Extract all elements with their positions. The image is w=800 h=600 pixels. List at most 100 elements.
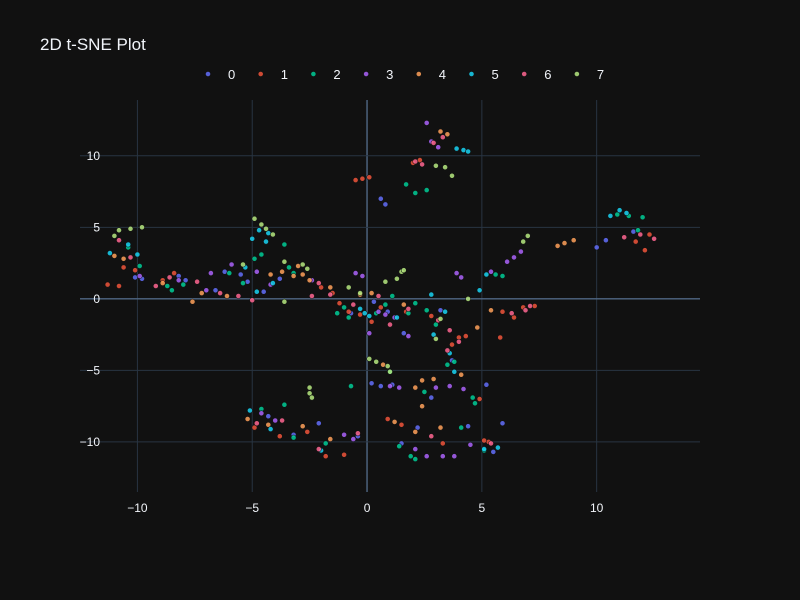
data-point: [299, 261, 306, 268]
data-point: [134, 251, 141, 258]
series-6: [116, 134, 657, 452]
data-point: [451, 453, 458, 460]
data-point: [327, 436, 334, 442]
data-point: [279, 268, 285, 275]
data-point: [253, 420, 260, 427]
data-point: [488, 440, 494, 447]
data-point: [373, 358, 380, 365]
legend-item-4[interactable]: 4: [415, 67, 446, 82]
data-point: [269, 280, 276, 286]
data-point: [465, 295, 471, 302]
x-tick-label: −5: [245, 501, 259, 515]
data-point: [428, 313, 435, 319]
data-point: [561, 240, 568, 246]
data-point: [168, 287, 175, 294]
data-point: [136, 273, 143, 279]
data-point: [235, 293, 242, 299]
data-point: [446, 327, 453, 334]
chart-title: 2D t-SNE Plot: [40, 35, 146, 54]
data-point: [603, 237, 609, 244]
data-point: [366, 313, 373, 319]
data-point: [389, 293, 396, 299]
data-point: [290, 273, 297, 279]
data-point: [449, 172, 455, 179]
data-point: [276, 433, 283, 440]
legend-marker: [257, 71, 264, 77]
legend[interactable]: 0 1 2 3 4 5 6 7: [205, 67, 604, 82]
data-point: [476, 287, 483, 294]
scatter-points: [104, 120, 657, 462]
data-point: [116, 283, 122, 289]
data-point: [226, 270, 233, 276]
legend-item-1[interactable]: 1: [257, 67, 288, 82]
legend-item-5[interactable]: 5: [468, 67, 499, 82]
data-point: [370, 298, 377, 305]
data-point: [304, 265, 311, 272]
data-point: [412, 384, 419, 391]
legend-label: 0: [228, 67, 235, 82]
data-point: [299, 271, 306, 278]
data-point: [382, 311, 389, 318]
legend-marker: [205, 71, 211, 77]
data-point: [524, 232, 531, 239]
data-point: [518, 248, 524, 255]
data-point: [393, 275, 400, 282]
data-point: [639, 214, 646, 221]
legend-item-3[interactable]: 3: [363, 67, 394, 82]
legend-item-7[interactable]: 7: [574, 67, 604, 82]
legend-item-2[interactable]: 2: [310, 67, 341, 82]
data-point: [412, 428, 419, 435]
data-point: [281, 258, 288, 265]
data-point: [111, 232, 118, 239]
legend-item-0[interactable]: 0: [205, 67, 235, 82]
series-7: [111, 162, 531, 401]
data-point: [439, 453, 446, 460]
data-point: [212, 287, 219, 294]
data-point: [352, 270, 359, 276]
data-point: [396, 443, 403, 450]
data-point: [419, 161, 425, 168]
data-point: [455, 338, 462, 345]
data-point: [442, 308, 448, 315]
data-point: [281, 298, 288, 305]
data-point: [423, 187, 430, 193]
data-point: [384, 363, 391, 369]
data-point: [258, 251, 265, 258]
data-point: [554, 242, 561, 249]
data-point: [334, 310, 341, 317]
data-point: [393, 314, 400, 321]
data-point: [352, 177, 359, 183]
data-point: [258, 221, 265, 228]
data-point: [348, 383, 354, 389]
data-point: [180, 281, 187, 288]
data-point: [642, 247, 648, 254]
data-point: [508, 310, 515, 317]
data-point: [240, 280, 246, 286]
data-point: [171, 270, 177, 276]
data-point: [398, 421, 405, 428]
data-point: [458, 424, 465, 431]
data-point: [391, 418, 398, 425]
data-point: [263, 225, 269, 232]
legend-item-6[interactable]: 6: [521, 67, 552, 82]
y-tick-label: 5: [93, 220, 100, 234]
data-point: [428, 433, 435, 440]
data-point: [327, 284, 334, 291]
data-point: [400, 330, 407, 337]
data-point: [166, 274, 173, 281]
data-point: [361, 310, 368, 317]
data-point: [469, 394, 476, 401]
data-point: [263, 238, 269, 245]
data-point: [412, 446, 419, 452]
data-point: [315, 420, 322, 427]
data-point: [490, 448, 497, 455]
data-point: [164, 283, 171, 289]
data-point: [483, 381, 490, 388]
data-point: [306, 277, 313, 284]
data-point: [152, 283, 159, 289]
data-point: [412, 158, 419, 165]
data-point: [439, 134, 446, 141]
x-tick-label: 5: [479, 501, 486, 515]
data-point: [377, 383, 384, 389]
